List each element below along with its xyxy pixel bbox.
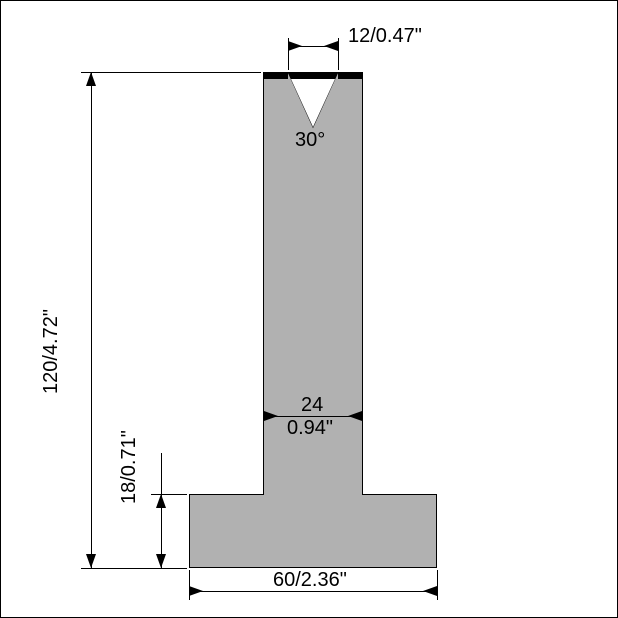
dim-notch-width: 12/0.47" — [348, 25, 422, 48]
arrow-icon — [189, 586, 203, 596]
arrow-icon — [264, 411, 278, 421]
arrow-icon — [156, 554, 166, 568]
die-base — [189, 494, 437, 568]
arrow-icon — [324, 41, 338, 51]
arrow-icon — [86, 72, 96, 86]
ext-line — [81, 568, 187, 569]
dim-notch-angle: 30° — [295, 129, 325, 152]
drawing-canvas: 12/0.47" 30° 24 0.94" 120/4.72" 18/0.71"… — [0, 0, 618, 618]
arrow-icon — [156, 494, 166, 508]
arrow-icon — [423, 586, 437, 596]
ext-line — [437, 570, 438, 600]
ext-line — [338, 38, 339, 70]
dim-base-height: 18/0.71" — [118, 430, 141, 504]
dim-stem-width-in: 0.94" — [287, 417, 333, 440]
dim-line-total-height — [91, 72, 92, 568]
dim-base-width: 60/2.36" — [273, 569, 347, 592]
dim-stem-width-mm: 24 — [301, 394, 323, 417]
ext-line — [81, 72, 261, 73]
arrow-icon — [348, 411, 362, 421]
seam-cover — [264, 493, 362, 496]
arrow-icon — [86, 554, 96, 568]
dim-total-height: 120/4.72" — [40, 309, 63, 394]
dim-leader — [161, 453, 162, 494]
arrow-icon — [288, 41, 302, 51]
